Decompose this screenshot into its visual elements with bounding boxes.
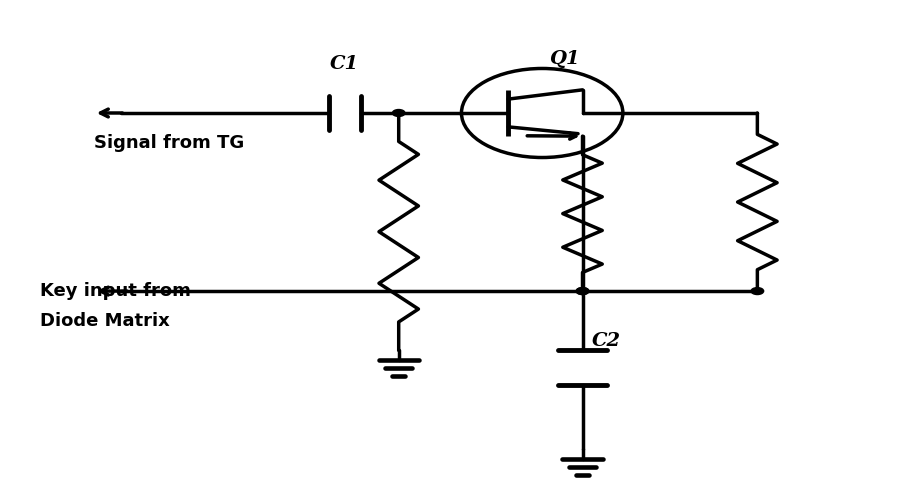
- Text: Diode Matrix: Diode Matrix: [40, 312, 170, 330]
- Circle shape: [393, 110, 405, 117]
- Circle shape: [576, 288, 589, 295]
- Circle shape: [751, 288, 764, 295]
- Text: Signal from TG: Signal from TG: [94, 134, 244, 152]
- Text: C2: C2: [592, 331, 621, 350]
- Text: Q1: Q1: [549, 50, 580, 67]
- Text: Key input from: Key input from: [40, 282, 191, 300]
- Circle shape: [576, 288, 589, 295]
- Text: C1: C1: [330, 54, 359, 72]
